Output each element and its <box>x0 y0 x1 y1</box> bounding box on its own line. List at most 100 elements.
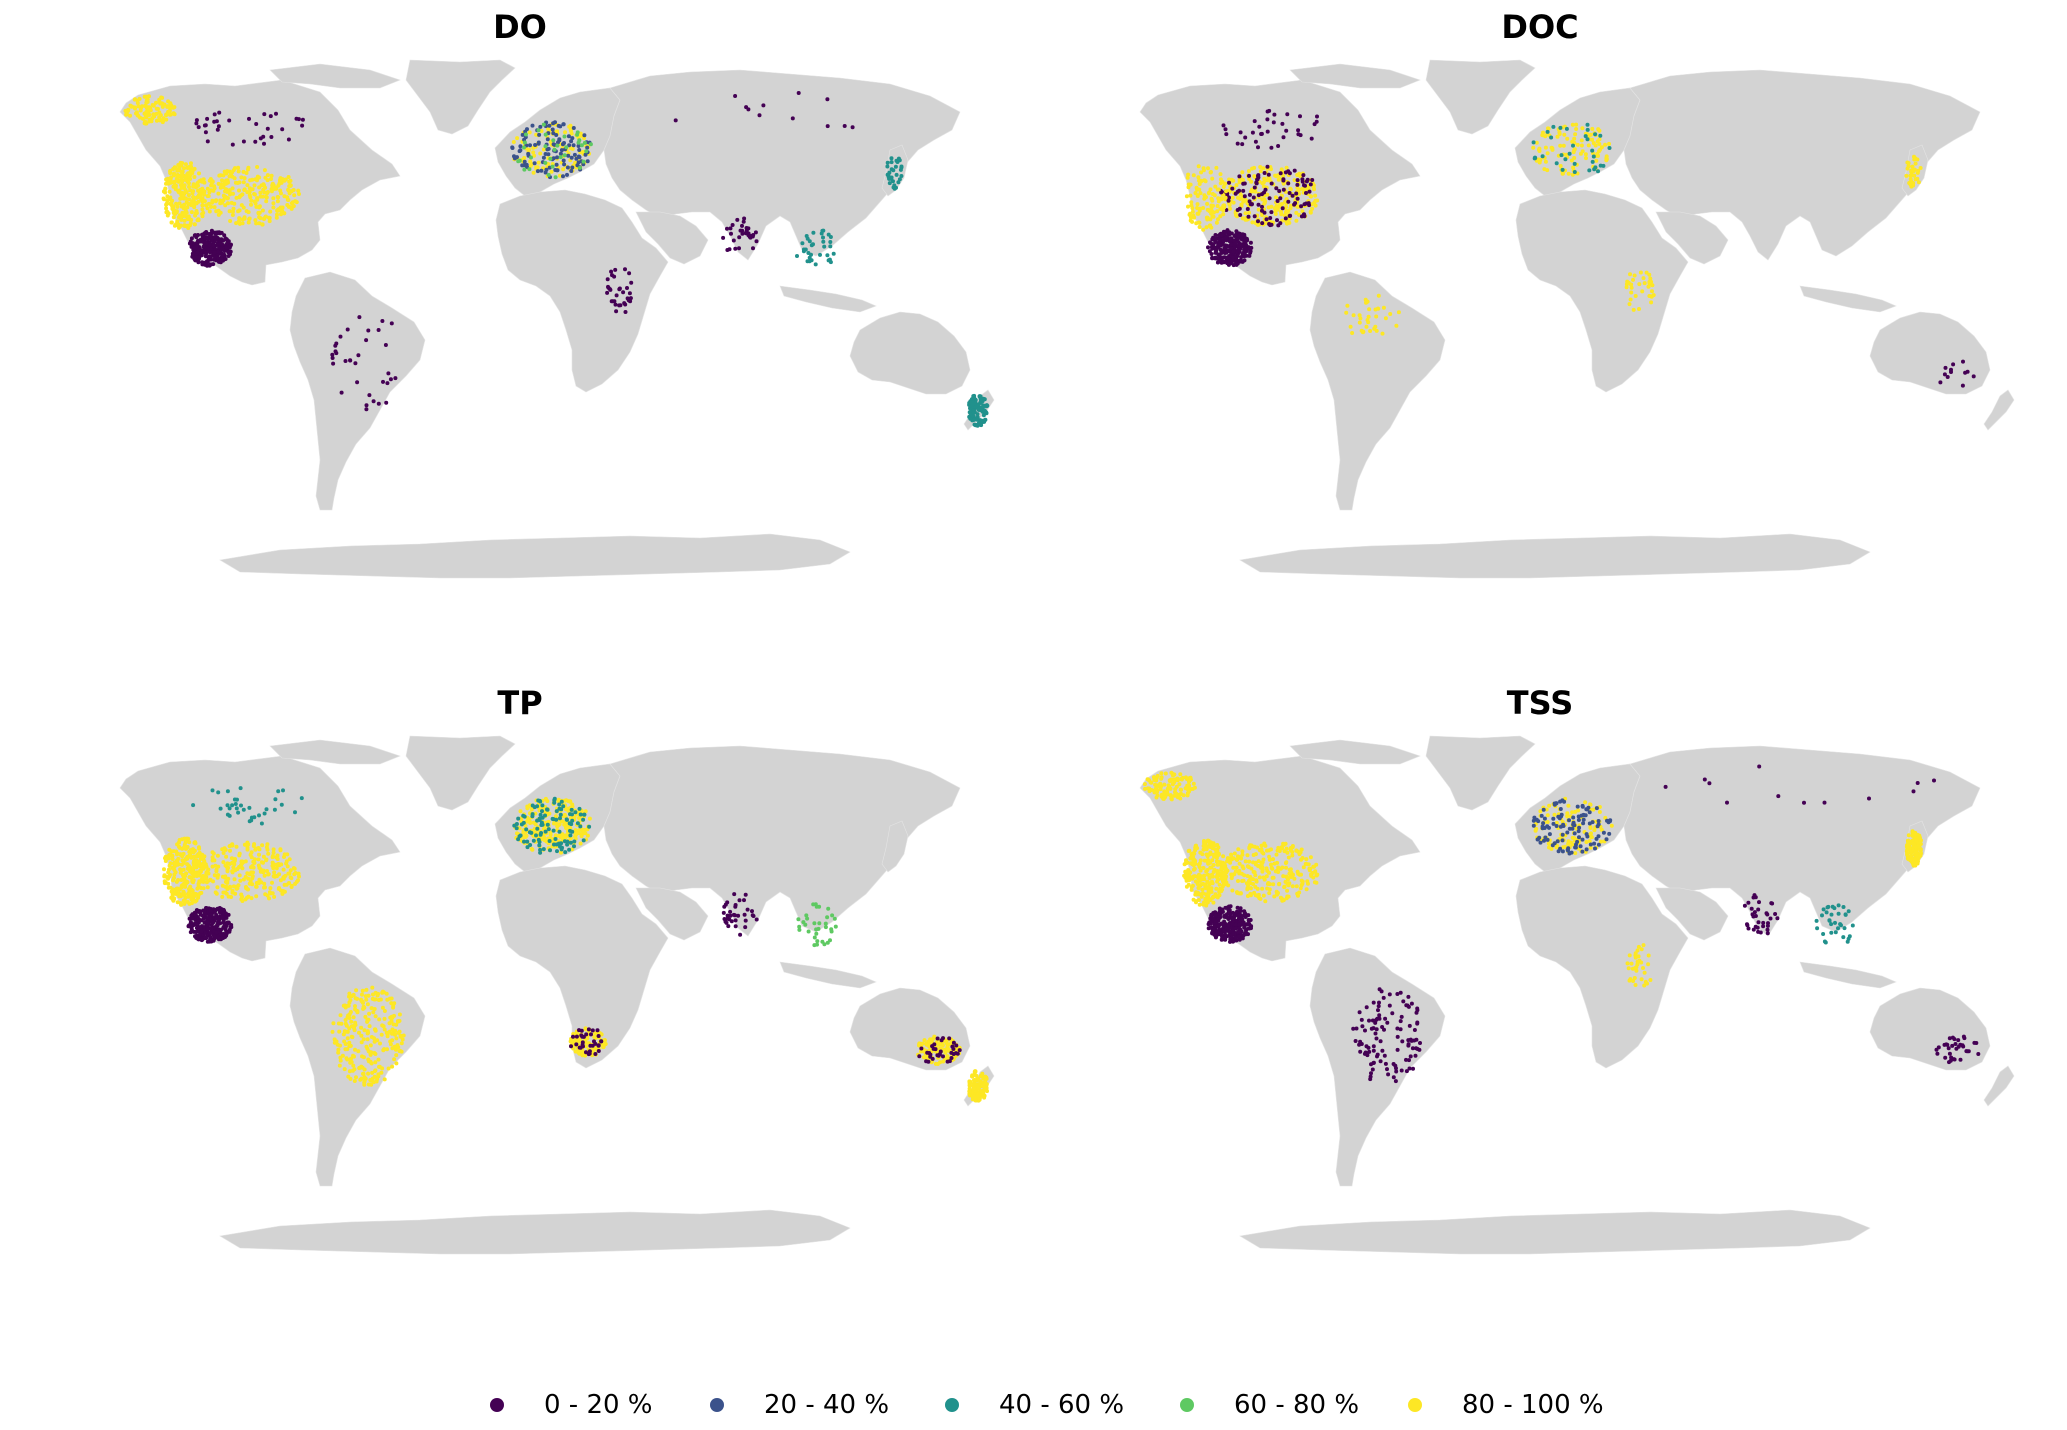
site-point <box>200 203 205 208</box>
site-point <box>850 125 855 130</box>
site-point <box>200 260 205 265</box>
site-point <box>1218 172 1223 177</box>
site-point <box>1367 307 1372 312</box>
site-point <box>206 867 211 872</box>
site-point <box>1296 132 1301 137</box>
site-point <box>347 1069 352 1074</box>
site-point <box>1208 240 1212 245</box>
site-point <box>1603 142 1608 147</box>
site-point <box>393 1028 398 1033</box>
site-point <box>1604 156 1609 161</box>
site-point <box>359 1025 364 1030</box>
site-point <box>551 828 556 833</box>
site-point <box>1275 199 1280 203</box>
land-arctic-islands <box>1289 63 1421 89</box>
site-point <box>1236 856 1241 860</box>
site-point <box>1628 272 1632 277</box>
site-point <box>204 241 209 246</box>
site-point <box>1253 852 1258 857</box>
site-point <box>1394 323 1399 328</box>
site-point <box>1242 181 1247 186</box>
site-point <box>579 143 584 148</box>
site-point <box>538 850 543 855</box>
site-point <box>287 871 292 876</box>
site-point <box>1252 890 1257 895</box>
site-point <box>1191 874 1196 879</box>
site-point <box>627 298 632 303</box>
site-point <box>1240 849 1245 854</box>
site-point <box>225 179 230 184</box>
site-point <box>366 328 371 333</box>
site-point <box>733 94 738 98</box>
site-point <box>373 1060 378 1065</box>
site-point <box>1196 862 1201 867</box>
site-point <box>803 922 808 927</box>
site-point <box>180 179 185 184</box>
site-point <box>1223 127 1228 132</box>
site-point <box>1236 879 1240 883</box>
site-point <box>292 193 297 198</box>
site-point <box>1949 370 1953 374</box>
site-point <box>373 1027 378 1032</box>
site-point <box>894 185 898 190</box>
site-point <box>382 1077 387 1082</box>
site-point <box>1531 145 1536 150</box>
site-point <box>577 148 582 152</box>
map-panel-doc: DOC <box>1040 0 2040 640</box>
site-point <box>1231 200 1236 205</box>
site-point <box>576 140 581 145</box>
site-point <box>372 1074 377 1079</box>
site-point <box>164 201 169 206</box>
site-point <box>828 235 833 239</box>
site-point <box>280 127 285 132</box>
site-point <box>543 160 548 165</box>
site-point <box>1260 213 1265 218</box>
site-point <box>800 241 805 246</box>
site-point <box>389 1001 394 1006</box>
site-point <box>1250 220 1255 225</box>
site-point <box>221 860 226 865</box>
site-point <box>264 199 269 204</box>
site-point <box>221 185 226 189</box>
site-point <box>361 1006 366 1011</box>
site-point <box>1274 186 1279 191</box>
site-point <box>1904 173 1909 178</box>
site-point <box>589 1032 593 1037</box>
site-point <box>556 140 560 145</box>
site-point <box>389 321 394 326</box>
site-point <box>274 186 279 191</box>
site-point <box>595 1028 600 1033</box>
site-point <box>1226 262 1231 267</box>
site-point <box>553 168 558 172</box>
site-point <box>398 1033 403 1038</box>
site-point <box>1201 881 1206 886</box>
site-point <box>353 1007 358 1012</box>
site-point <box>562 134 567 139</box>
site-point <box>1235 189 1240 194</box>
site-point <box>1916 180 1921 185</box>
site-point <box>370 996 375 1001</box>
site-point <box>814 904 819 909</box>
site-point <box>1951 362 1956 367</box>
site-point <box>1572 161 1577 166</box>
site-point <box>183 174 188 179</box>
site-point <box>246 876 251 881</box>
site-point <box>931 1036 936 1041</box>
land-south-america <box>1309 271 1446 511</box>
site-point <box>978 1079 983 1084</box>
site-point <box>286 187 291 192</box>
site-point <box>199 929 204 934</box>
site-point <box>1219 251 1224 255</box>
site-point <box>943 1050 948 1055</box>
site-point <box>250 882 255 887</box>
site-point <box>1295 204 1300 209</box>
site-point <box>518 833 523 838</box>
site-point <box>1281 173 1286 178</box>
site-point <box>1197 206 1202 211</box>
site-point <box>345 327 350 332</box>
site-point <box>532 161 537 166</box>
site-point <box>1189 200 1194 205</box>
site-point <box>543 796 548 801</box>
site-point <box>551 131 556 136</box>
site-point <box>1597 137 1602 142</box>
